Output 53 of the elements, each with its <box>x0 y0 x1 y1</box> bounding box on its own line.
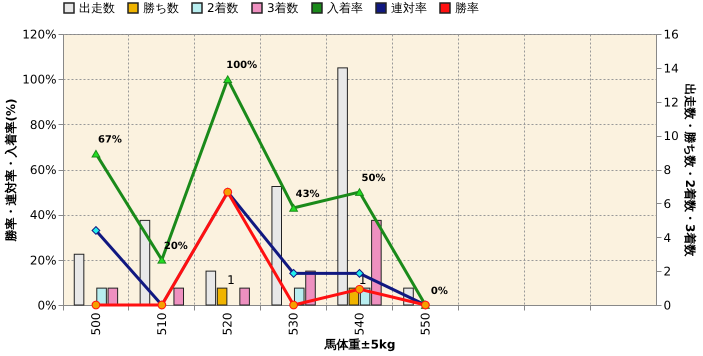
y-tick-label: 20% <box>30 253 56 268</box>
x-tick-label: 520 <box>220 312 235 336</box>
y-tick-label: 80% <box>30 118 56 132</box>
data-label: 43% <box>296 188 320 200</box>
x-tick-label: 550 <box>418 312 432 336</box>
point <box>92 226 100 235</box>
y-tick-label: 100% <box>22 72 56 87</box>
data-label: 100% <box>226 60 258 72</box>
point <box>355 269 364 278</box>
data-label: 1 <box>227 273 235 288</box>
y2-tick-label: 4 <box>664 230 672 245</box>
point <box>289 204 298 212</box>
bar <box>173 288 184 306</box>
point <box>92 300 100 310</box>
x-tick-label: 530 <box>286 312 301 336</box>
y2-axis-title: 出走数・勝ち数・2着数・3着数 <box>682 84 697 258</box>
data-label: 50% <box>362 173 386 184</box>
y-tick-label: 60% <box>30 163 56 177</box>
point <box>289 269 298 278</box>
y2-tick-label: 2 <box>664 264 672 279</box>
y-tick-label: 40% <box>30 208 56 222</box>
point <box>157 256 166 264</box>
legend-label: 入着率 <box>327 1 363 15</box>
y2-tick-label: 10 <box>664 129 679 144</box>
y-tick-label: 0% <box>37 298 56 312</box>
legend-label: 出走数 <box>79 1 115 15</box>
legend-label: 勝ち数 <box>143 1 179 15</box>
data-label: 0% <box>430 286 448 297</box>
bar <box>271 186 282 306</box>
point <box>355 284 364 294</box>
x-tick-label: 500 <box>88 312 103 336</box>
y2-tick-label: 6 <box>664 196 672 211</box>
point <box>355 188 364 196</box>
legend-label: 2着数 <box>207 1 239 15</box>
legend-label: 連対率 <box>391 1 427 15</box>
y2-tick-label: 14 <box>664 61 679 76</box>
data-label: 67% <box>98 134 122 146</box>
point <box>289 300 298 310</box>
y2-tick-label: 12 <box>664 95 679 110</box>
y2-tick-label: 0 <box>664 298 672 312</box>
point <box>223 75 232 84</box>
x-tick-label: 540 <box>352 312 366 336</box>
y2-tick-label: 8 <box>664 163 672 177</box>
point <box>92 150 100 158</box>
bar <box>239 288 250 306</box>
x-axis-title: 馬体重±5kg <box>324 337 396 352</box>
legend-label: 勝率 <box>455 1 479 15</box>
x-tick-label: 510 <box>154 312 169 336</box>
bar <box>74 254 84 306</box>
legend-label: 3着数 <box>267 1 299 15</box>
y-tick-label: 120% <box>22 28 56 42</box>
y-axis-title: 勝率・連対率・入着率(%) <box>4 98 18 242</box>
y2-tick-label: 16 <box>664 28 679 42</box>
